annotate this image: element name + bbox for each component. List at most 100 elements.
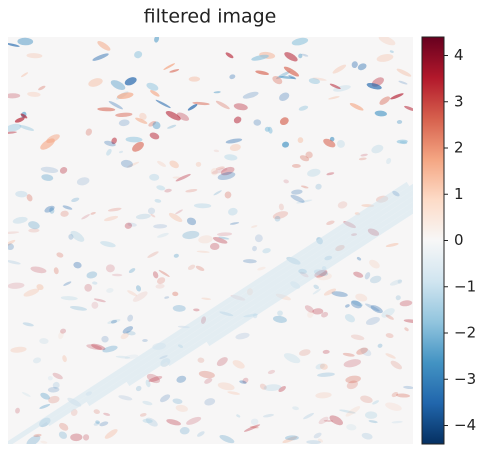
texture-blob — [282, 141, 290, 148]
texture-blob — [102, 345, 118, 353]
texture-streak — [166, 201, 413, 367]
texture-blob — [225, 52, 234, 59]
colorbar-tick-label: −2 — [454, 324, 476, 342]
texture-blob — [364, 272, 371, 280]
texture-blob — [278, 386, 286, 393]
texture-blob — [127, 290, 138, 297]
texture-blob — [154, 198, 162, 203]
texture-blob — [370, 275, 382, 284]
texture-blob — [239, 380, 247, 384]
texture-blob — [262, 248, 271, 254]
texture-blob — [125, 136, 143, 143]
texture-blob — [152, 121, 161, 130]
texture-blob — [8, 282, 25, 289]
texture-blob — [93, 298, 106, 303]
texture-blob — [396, 68, 412, 77]
texture-blob — [321, 311, 329, 318]
texture-blob — [350, 300, 362, 309]
colorbar — [421, 36, 445, 445]
texture-blob — [156, 185, 166, 191]
texture-blob — [86, 344, 102, 350]
texture-blob — [150, 213, 156, 218]
texture-blob — [198, 235, 213, 244]
texture-blob — [40, 166, 59, 173]
texture-blob — [339, 409, 356, 414]
texture-blob — [152, 271, 159, 279]
texture-blob — [193, 308, 200, 312]
texture-blob — [305, 151, 313, 159]
texture-streak — [126, 195, 413, 387]
texture-blob — [81, 214, 90, 220]
texture-blob — [148, 121, 157, 127]
texture-blob — [149, 132, 160, 140]
texture-blob — [179, 427, 190, 435]
texture-blob — [160, 394, 171, 403]
texture-blob — [201, 297, 211, 300]
texture-blob — [8, 260, 21, 265]
texture-blob — [172, 176, 181, 179]
texture-blob — [163, 63, 176, 70]
texture-blob — [14, 117, 25, 123]
texture-blob — [40, 392, 50, 400]
texture-blob — [298, 105, 309, 111]
texture-blob — [257, 266, 266, 271]
texture-blob — [356, 347, 368, 355]
texture-blob — [60, 328, 67, 334]
texture-blob — [58, 331, 64, 340]
texture-blob — [52, 381, 60, 389]
texture-blob — [213, 149, 220, 153]
texture-blob — [351, 300, 363, 307]
texture-blob — [299, 155, 310, 162]
texture-blob — [233, 116, 242, 124]
texture-blob — [365, 303, 380, 312]
texture-blob — [8, 243, 14, 251]
texture-blob — [301, 53, 309, 57]
texture-blob — [389, 279, 402, 286]
texture-blob — [134, 51, 143, 59]
texture-blob — [385, 243, 399, 248]
texture-blob — [139, 413, 147, 417]
texture-blob — [236, 414, 241, 418]
texture-blob — [38, 85, 46, 91]
texture-blob — [220, 166, 235, 176]
texture-blob — [397, 279, 403, 284]
colorbar-tick-label: 2 — [454, 139, 464, 157]
texture-blob — [225, 138, 243, 144]
texture-blob — [108, 100, 123, 110]
texture-blob — [135, 285, 142, 292]
texture-blob — [204, 377, 213, 384]
texture-blob — [39, 404, 51, 409]
texture-blob — [52, 372, 63, 380]
texture-blob — [389, 50, 394, 53]
texture-blob — [127, 222, 137, 227]
texture-blob — [323, 138, 336, 148]
texture-blob — [306, 440, 322, 444]
texture-blob — [391, 420, 403, 424]
texture-blob — [83, 434, 90, 441]
texture-blob — [62, 355, 67, 363]
texture-blob — [296, 199, 313, 204]
texture-blob — [142, 418, 153, 424]
texture-blob — [282, 436, 298, 444]
texture-blob — [196, 250, 210, 253]
texture-blob — [351, 61, 358, 68]
texture-blob — [284, 52, 298, 62]
texture-blob — [15, 407, 20, 414]
texture-blob — [36, 284, 44, 291]
texture-blob — [105, 264, 115, 273]
texture-blob — [124, 77, 137, 86]
texture-blob — [145, 417, 158, 427]
texture-blob — [56, 252, 64, 258]
texture-blob — [345, 304, 350, 308]
texture-blob — [299, 349, 311, 356]
texture-blob — [365, 316, 380, 325]
texture-blob — [404, 327, 409, 332]
texture-blob — [316, 272, 332, 281]
texture-blob — [322, 349, 330, 354]
texture-blob — [40, 138, 55, 150]
texture-blob — [278, 76, 296, 79]
texture-blob — [157, 160, 167, 167]
texture-blob — [73, 261, 82, 269]
texture-blob — [28, 221, 40, 230]
texture-blob — [251, 54, 269, 61]
